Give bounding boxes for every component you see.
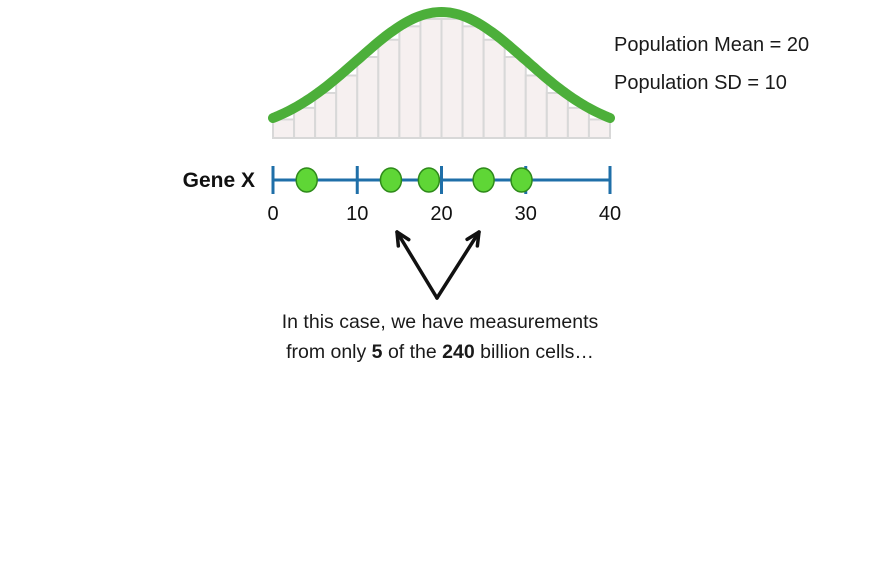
population-mean-label: Population Mean = 20 (614, 34, 810, 56)
sample-point (472, 167, 495, 193)
histogram-bar (545, 91, 569, 139)
normal-curve (268, 6, 615, 123)
histogram-bar (335, 74, 359, 140)
histogram-bar (398, 25, 422, 139)
population-histogram (272, 17, 611, 140)
sample-point (417, 167, 441, 193)
caption-text: billion cells… (474, 341, 594, 363)
sample-point (510, 167, 533, 193)
histogram-bar (440, 17, 464, 139)
arrow-head (395, 230, 411, 248)
gene-label: Gene X (183, 169, 255, 192)
caption-line-2: from only 5 of the 240 billion cells… (200, 337, 680, 367)
caption-text: of the (382, 341, 443, 363)
total-cells: 240 (442, 341, 475, 363)
population-sd-label: Population SD = 10 (614, 72, 787, 94)
histogram-bar (356, 55, 380, 140)
axis-tick-label: 0 (267, 203, 278, 225)
number-line: 0 10 20 30 40 (267, 166, 621, 225)
histogram-bar (419, 17, 443, 139)
caption-line-1: In this case, we have measurements (281, 311, 599, 333)
histogram-bar (461, 25, 485, 139)
histogram-bar (272, 118, 296, 139)
axis-tick-label: 40 (599, 203, 621, 225)
arrow-shaft (395, 230, 439, 300)
axis-tick-label: 30 (515, 203, 537, 225)
caption-text: from only (286, 341, 372, 363)
pointer-arrows (395, 230, 481, 300)
histogram-bar (524, 74, 548, 140)
arrow-shaft (435, 230, 481, 300)
histogram-bar (587, 118, 611, 139)
histogram-bar (377, 38, 401, 139)
histogram-bar (293, 106, 317, 139)
axis-tick-label: 20 (430, 203, 452, 225)
histogram-bar (482, 38, 506, 139)
sample-point (295, 167, 318, 193)
sample-points (295, 167, 533, 193)
histogram-bar (503, 55, 527, 140)
histogram-bar (314, 91, 338, 139)
sample-count: 5 (371, 341, 383, 363)
arrow-head (465, 230, 481, 248)
histogram-bar (566, 106, 590, 139)
sample-point (379, 167, 403, 193)
axis-tick-label: 10 (346, 203, 368, 225)
